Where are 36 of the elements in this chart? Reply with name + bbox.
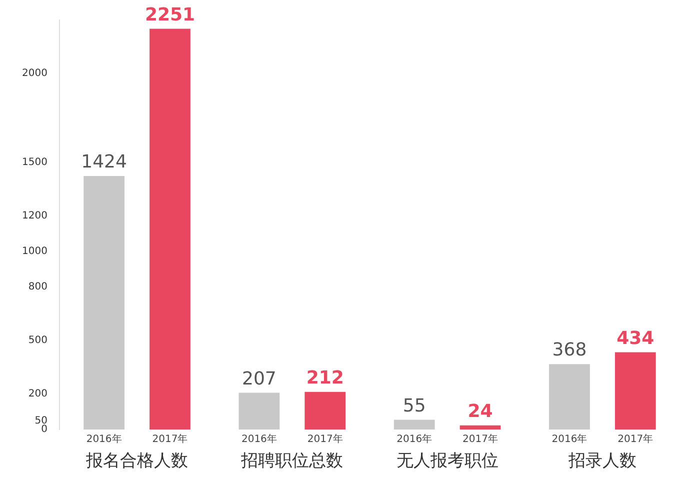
- data-label: 1424: [81, 152, 127, 173]
- bar: [394, 420, 435, 430]
- data-label: 55: [402, 395, 426, 416]
- y-tick-label: 200: [28, 388, 48, 400]
- text: 2017年: [618, 434, 654, 446]
- text: 2017年: [307, 434, 343, 446]
- x-tick-label: 报名合格人数: [85, 451, 188, 472]
- bar: [150, 28, 190, 430]
- bar: [549, 364, 590, 430]
- data-label: 434: [616, 328, 654, 349]
- data-label: 368: [552, 340, 587, 361]
- series-label: 2017年: [152, 433, 188, 446]
- y-tick-label: 2000: [22, 68, 48, 80]
- series-label: 2016年: [86, 433, 122, 446]
- text: 2016年: [396, 434, 432, 446]
- y-tick-label: 0: [41, 424, 48, 436]
- bar: [238, 392, 280, 430]
- text: 2016年: [552, 434, 588, 446]
- data-label: 207: [242, 368, 276, 390]
- y-tick-label: 1500: [22, 157, 48, 168]
- bar: [614, 352, 656, 430]
- data-label: 2251: [144, 4, 196, 26]
- data-label: 212: [306, 368, 344, 389]
- x-tick-label: 招录人数: [567, 451, 636, 472]
- y-tick-label: 1200: [22, 210, 48, 222]
- bar: [304, 392, 346, 430]
- bar: [84, 176, 124, 430]
- bar: [460, 425, 501, 430]
- x-tick-label: 招聘职位总数: [240, 451, 344, 472]
- x-tick-label: 无人报考职位: [396, 451, 498, 472]
- y-tick-label: 1000: [22, 246, 48, 258]
- y-tick-label: 800: [28, 282, 48, 293]
- text: 2017年: [462, 434, 498, 446]
- data-label: 24: [468, 401, 493, 422]
- y-tick-label: 500: [28, 335, 48, 346]
- text: 2016年: [241, 434, 277, 446]
